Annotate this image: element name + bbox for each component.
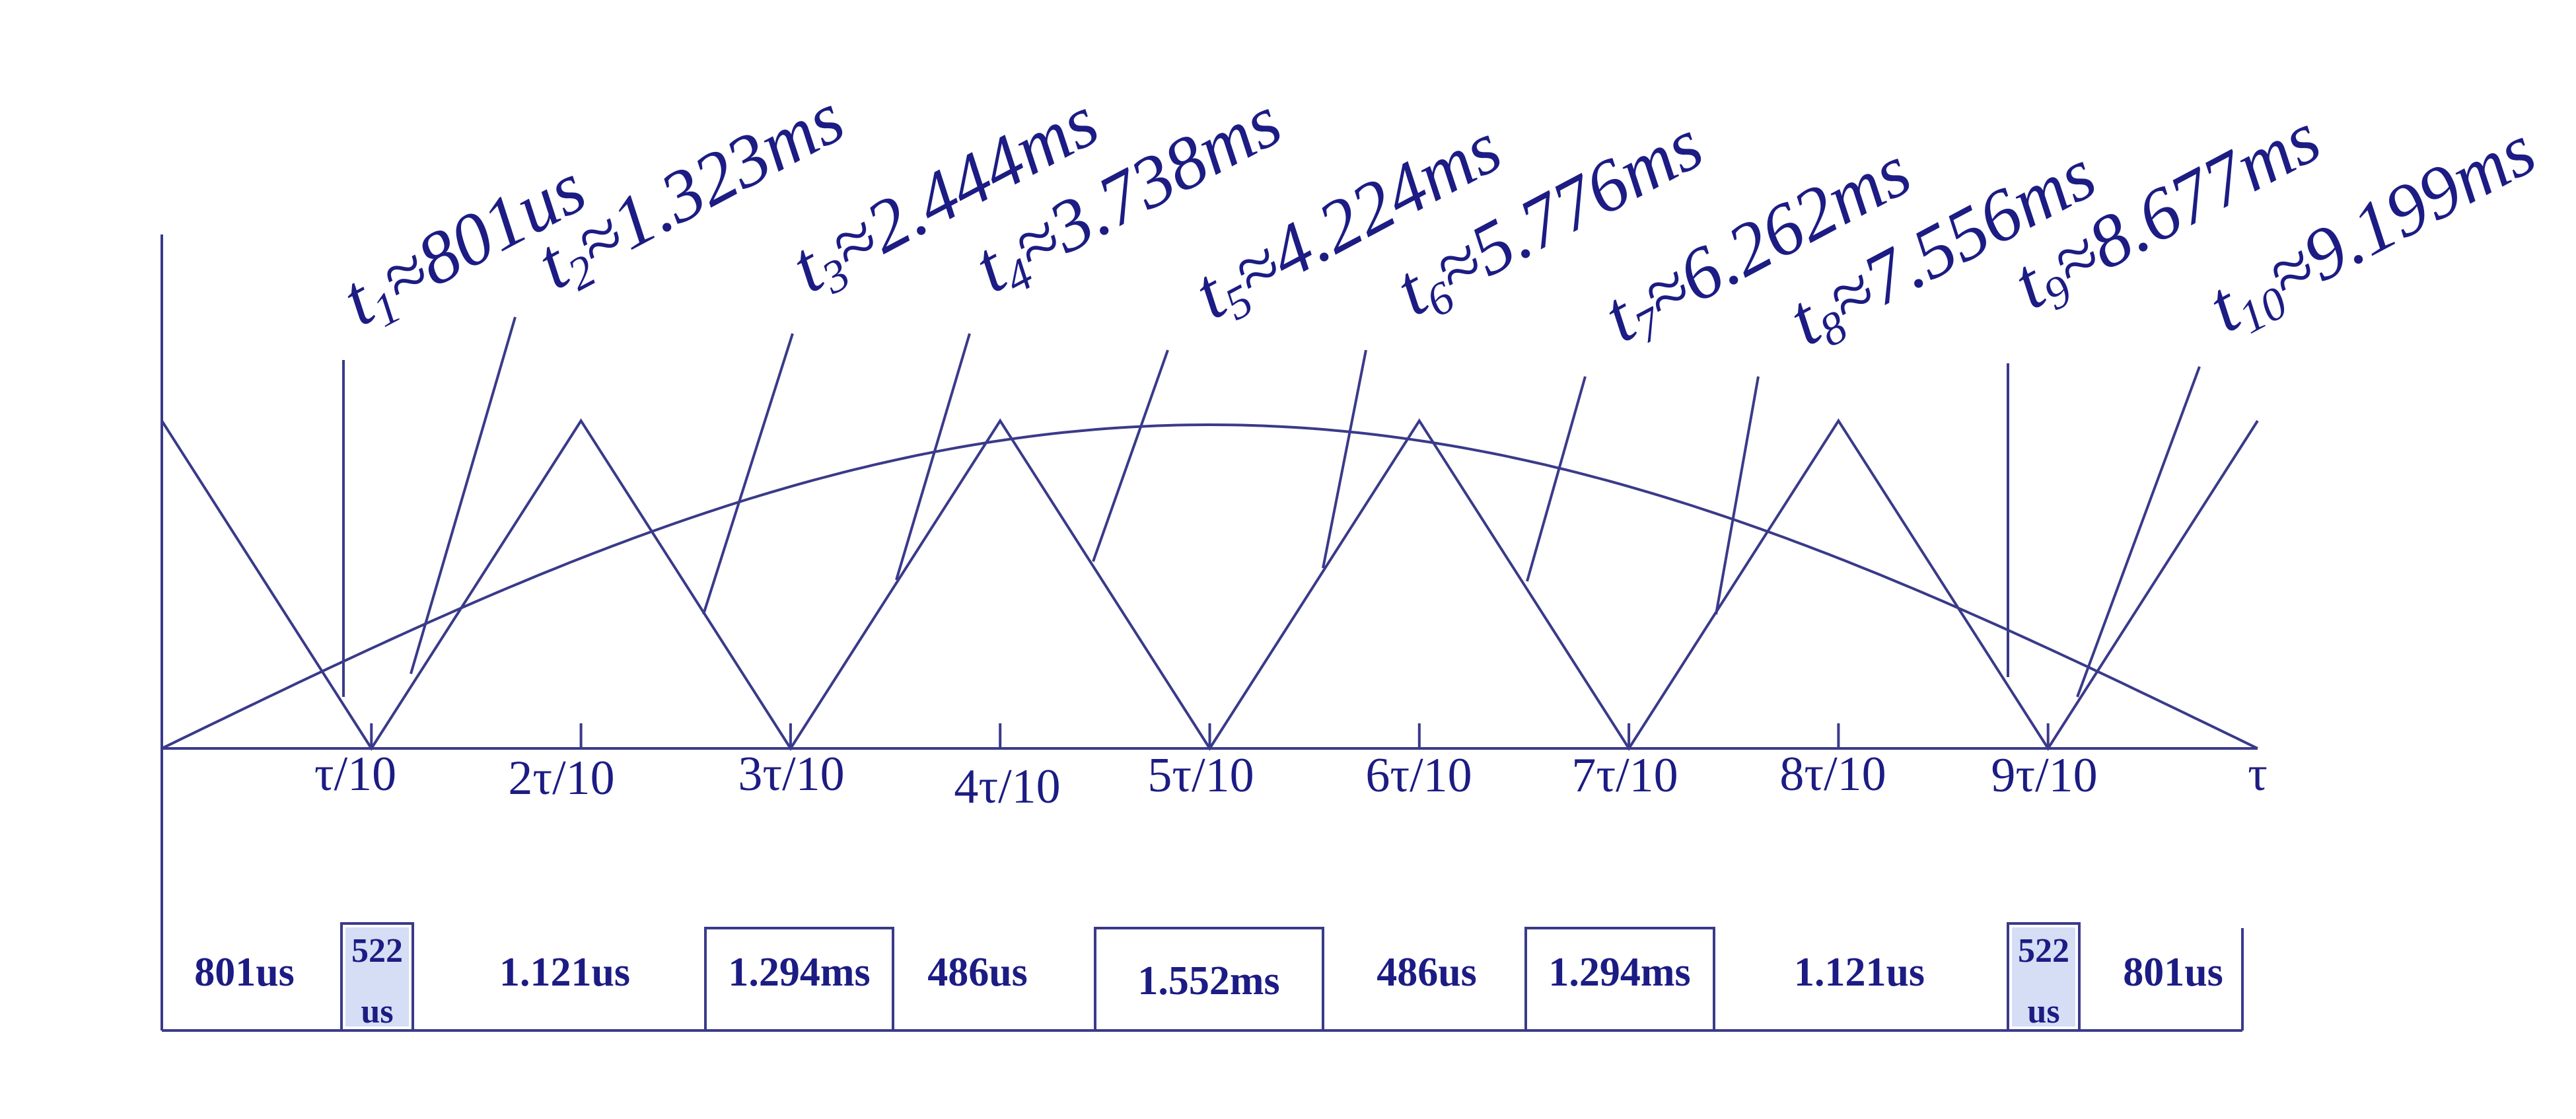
pulse-label: 522 us — [2018, 932, 2069, 1030]
pulse-label: 1.294ms — [728, 950, 870, 995]
leader-line-t5 — [1092, 349, 1169, 562]
pulse-label: 801us — [194, 950, 295, 995]
pulse-label: 1.294ms — [1548, 950, 1690, 995]
pulse-label-line: us — [2027, 993, 2059, 1030]
sine-modulating-wave — [161, 423, 2258, 750]
leader-line-t6 — [1322, 349, 1367, 569]
axis-tick-label: 8τ/10 — [1779, 747, 1886, 801]
pulse-label-line: 522 — [351, 932, 403, 970]
axis-tick-label: 5τ/10 — [1147, 748, 1254, 803]
axis-tick-label: 9τ/10 — [1991, 748, 2097, 803]
pulse-box-fill — [2012, 927, 2075, 1027]
pulse-box — [1524, 927, 1715, 1032]
pulse-label-line: 522 — [2018, 932, 2069, 970]
leader-line-t8 — [1715, 376, 1760, 615]
leader-line-t10 — [2076, 366, 2201, 698]
waveforms — [161, 418, 2259, 751]
axes — [161, 235, 2258, 1030]
pulse-label: 486us — [1377, 950, 1477, 995]
crossing-value: ≈1.323ms — [563, 77, 857, 285]
leader-line-t2 — [410, 316, 517, 674]
pulse-label: 1.121us — [499, 950, 630, 995]
leader-line-t3 — [702, 333, 794, 615]
pulse-label: 522 us — [351, 932, 403, 1030]
pulse-box-fill — [345, 927, 409, 1027]
axis-tick-labels: τ/10 2τ/10 3τ/10 4τ/10 5τ/10 6τ/10 7τ/10 8τ/10 9… — [314, 747, 2268, 814]
pulse-label: 486us — [927, 950, 1028, 995]
axis-tick-label: 4τ/10 — [954, 760, 1060, 814]
axis-tick-label: τ — [2248, 747, 2268, 801]
crossing-labels: t1≈801ust2≈1.323mst3≈2.444mst4≈3.738mst5… — [330, 77, 2548, 361]
pulse-box — [340, 922, 414, 1032]
crossing-label-t1: t1≈801us — [330, 147, 601, 347]
axis-tick-label: 7τ/10 — [1571, 748, 1678, 803]
axis-tick-label: 2τ/10 — [508, 751, 614, 805]
pulse-box — [1094, 927, 1324, 1032]
pulse-label-line: us — [361, 993, 393, 1030]
leader-line-t4 — [895, 333, 971, 581]
axis-tick-label: τ/10 — [314, 747, 396, 801]
pulse-label: 801us — [2123, 950, 2223, 995]
pulse-box — [704, 927, 894, 1032]
pulse-label: 1.552ms — [1137, 958, 1279, 1003]
pulse-label: 1.121us — [1794, 950, 1925, 995]
pulse-timing-row: 801us 522 us 1.121us 1.294ms 486us 1.552ms 486u… — [162, 922, 2244, 1032]
triangle-carrier-wave — [161, 418, 2259, 751]
axis-tick-label: 6τ/10 — [1365, 748, 1472, 803]
axis-tick-label: 3τ/10 — [738, 747, 844, 801]
leader-line-t7 — [1526, 376, 1587, 582]
pulse-box — [2007, 922, 2081, 1032]
crossing-leaders — [342, 316, 2201, 698]
